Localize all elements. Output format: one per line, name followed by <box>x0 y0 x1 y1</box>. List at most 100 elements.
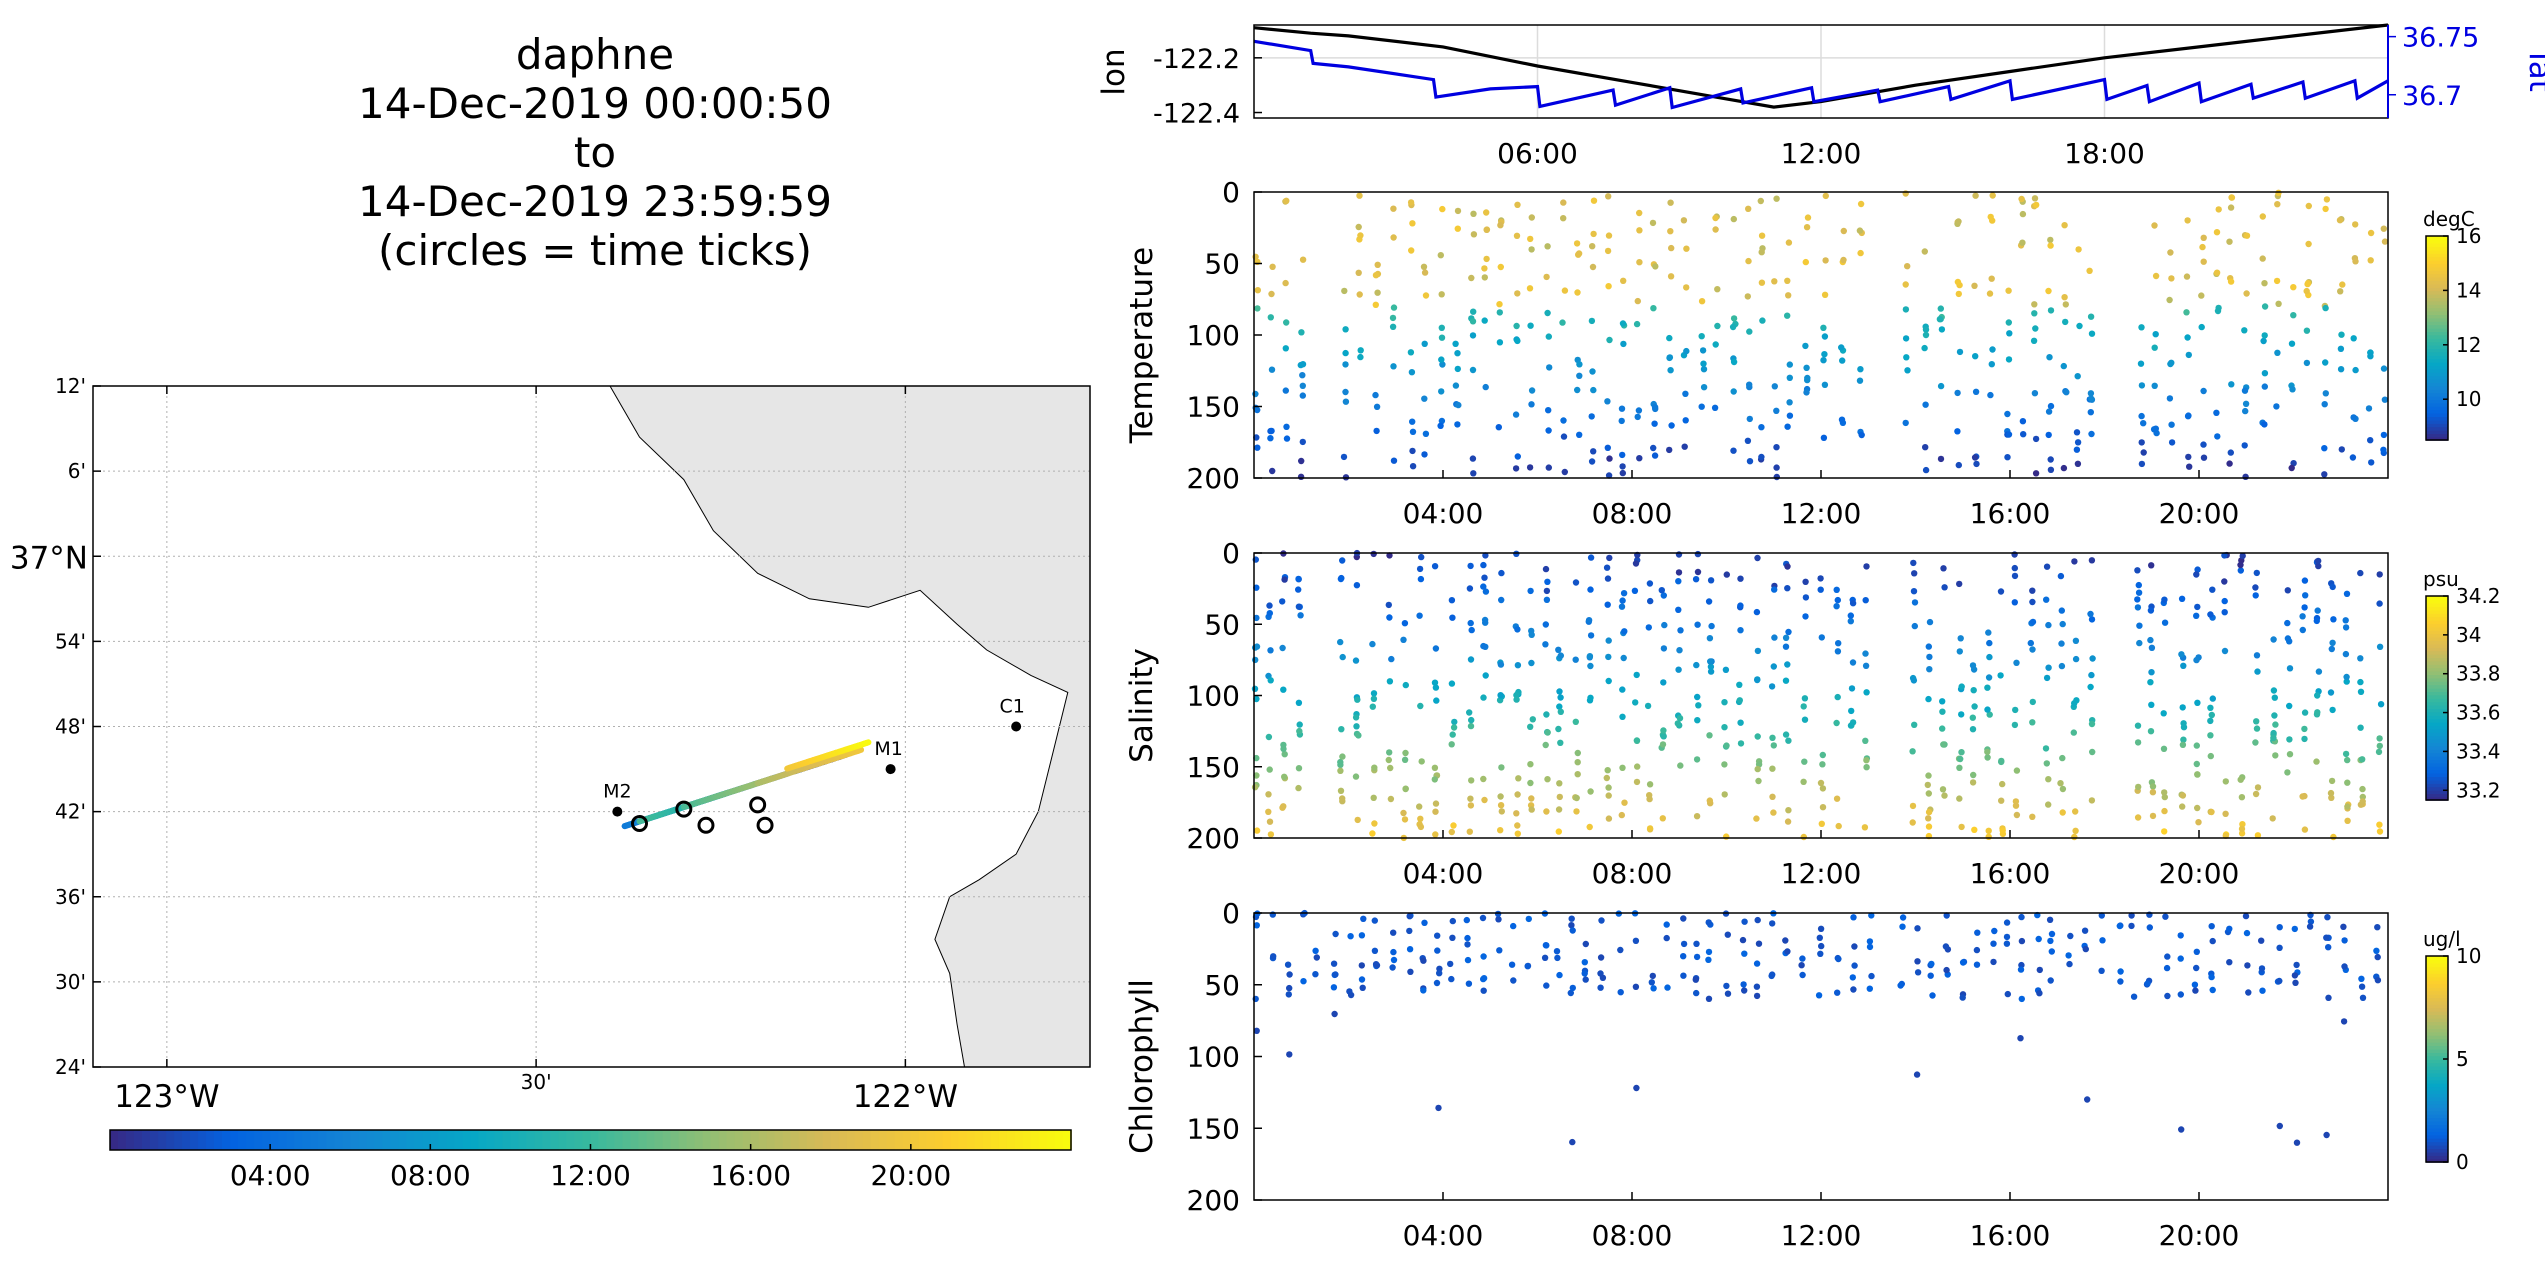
salinity-data-point <box>2221 609 2228 616</box>
temperature-data-point <box>1299 256 1307 263</box>
salinity-data-point <box>1769 734 1776 741</box>
salinity-colorbar-swatch <box>2426 664 2448 669</box>
chlorophyll-data-point <box>1313 954 1321 961</box>
temperature-data-point <box>2288 464 2295 472</box>
chlorophyll-data-point <box>2046 916 2054 923</box>
salinity-data-point <box>2042 745 2050 752</box>
salinity-data-point <box>1997 588 2005 595</box>
temperature-data-point <box>2075 246 2082 253</box>
chlorophyll-colorbar-swatch <box>2426 1086 2448 1091</box>
salinity-data-point <box>2222 810 2229 817</box>
chlorophyll-data-point <box>1899 914 1907 921</box>
temperature-data-point <box>2381 396 2389 403</box>
title-note: (circles = time ticks) <box>378 226 812 275</box>
chlorophyll-x-tick-label: 08:00 <box>1592 1219 1673 1252</box>
temperature-data-point <box>1666 446 1673 454</box>
temperature-data-point <box>2004 454 2011 461</box>
salinity-data-point <box>1416 565 1424 573</box>
temperature-data-point <box>1606 455 1613 462</box>
chlorophyll-colorbar-swatch <box>2426 1007 2448 1012</box>
temperature-data-point <box>1283 435 1291 442</box>
chlorophyll-data-point <box>1868 912 1875 919</box>
colorbar-swatch <box>966 1130 976 1150</box>
chlorophyll-colorbar-swatch <box>2426 1055 2448 1060</box>
chlorophyll-data-point <box>2359 994 2367 1001</box>
temperature-colorbar-swatch <box>2426 341 2448 346</box>
temperature-data-point <box>1543 273 1550 281</box>
temperature-data-point <box>1955 461 1963 469</box>
temperature-data-point <box>1988 275 1995 282</box>
temperature-data-point <box>2031 310 2038 317</box>
salinity-data-point <box>2207 611 2214 618</box>
chlorophyll-data-point <box>2374 953 2381 961</box>
chlorophyll-data-point <box>1567 989 1575 997</box>
colorbar-tick-label: 04:00 <box>230 1159 311 1192</box>
temperature-data-point <box>2350 335 2357 342</box>
chlorophyll-colorbar-swatch <box>2426 969 2448 974</box>
salinity-data-point <box>2207 752 2214 760</box>
chlorophyll-colorbar-swatch <box>2426 1127 2448 1132</box>
temperature-data-point <box>1298 329 1305 336</box>
lon-tick-label: -122.2 <box>1153 44 1240 75</box>
chlorophyll-data-point <box>1581 970 1588 977</box>
chlorophyll-data-point <box>2358 975 2365 982</box>
salinity-data-point <box>1369 703 1377 710</box>
chlorophyll-data-point <box>1617 989 1624 996</box>
salinity-data-point <box>1528 631 1535 638</box>
temperature-data-point <box>2226 238 2233 245</box>
salinity-data-point <box>1448 597 1456 604</box>
temperature-data-point <box>1469 332 1477 339</box>
temperature-data-point <box>1803 389 1810 396</box>
chlorophyll-data-point <box>1849 974 1857 981</box>
chlorophyll-data-point <box>2276 977 2283 985</box>
temperature-data-point <box>1575 250 1583 257</box>
temperature-data-point <box>1420 263 1428 270</box>
temperature-data-point <box>2380 365 2388 372</box>
temperature-colorbar-swatch <box>2426 368 2448 373</box>
chlorophyll-data-point <box>1599 974 1607 981</box>
chlorophyll-data-point <box>1284 961 1292 968</box>
salinity-data-point <box>1801 716 1809 723</box>
salinity-data-point <box>1556 793 1564 801</box>
salinity-data-point <box>1619 686 1626 693</box>
salinity-data-point <box>1369 830 1376 837</box>
temperature-data-point <box>1698 333 1705 340</box>
salinity-data-point <box>2299 613 2306 620</box>
chlorophyll-data-point <box>2144 980 2151 987</box>
colorbar-swatch <box>854 1130 864 1150</box>
salinity-data-point <box>1723 833 1730 840</box>
salinity-data-point <box>1400 636 1407 643</box>
temperature-data-point <box>1604 247 1612 255</box>
colorbar-swatch <box>726 1130 736 1150</box>
salinity-data-point <box>1985 674 1993 681</box>
colorbar-swatch <box>302 1130 311 1150</box>
salinity-data-point <box>1295 784 1302 792</box>
chlorophyll-data-point <box>1815 992 1823 999</box>
salinity-colorbar-swatch <box>2426 602 2448 607</box>
salinity-data-point <box>2135 783 2142 791</box>
temperature-x-tick-label: 16:00 <box>1970 497 2051 530</box>
temperature-data-point <box>2031 301 2038 308</box>
salinity-data-point <box>1605 637 1612 644</box>
salinity-data-point <box>1737 575 1744 582</box>
salinity-data-point <box>2286 702 2293 710</box>
chlorophyll-data-point <box>1359 984 1366 991</box>
temperature-y-tick-label: 0 <box>1222 176 1240 209</box>
temperature-data-point <box>2367 437 2374 444</box>
temperature-data-point <box>2062 318 2069 326</box>
temperature-data-point <box>1698 403 1705 410</box>
salinity-data-point <box>1402 749 1409 757</box>
chlorophyll-data-point <box>1420 987 1427 994</box>
salinity-data-point <box>2029 618 2037 626</box>
chlorophyll-data-point <box>1464 941 1471 948</box>
chlorophyll-data-point <box>1680 915 1687 922</box>
chlorophyll-data-point <box>2047 937 2054 945</box>
salinity-data-point <box>2270 729 2277 737</box>
temperature-data-point <box>1357 232 1364 239</box>
map-lon-label: 122°W <box>853 1079 958 1115</box>
temperature-data-point <box>2261 332 2268 339</box>
colorbar-swatch <box>494 1130 504 1150</box>
temperature-data-point <box>2185 351 2192 359</box>
chlorophyll-data-point <box>2226 925 2233 932</box>
salinity-data-point <box>2221 647 2229 655</box>
